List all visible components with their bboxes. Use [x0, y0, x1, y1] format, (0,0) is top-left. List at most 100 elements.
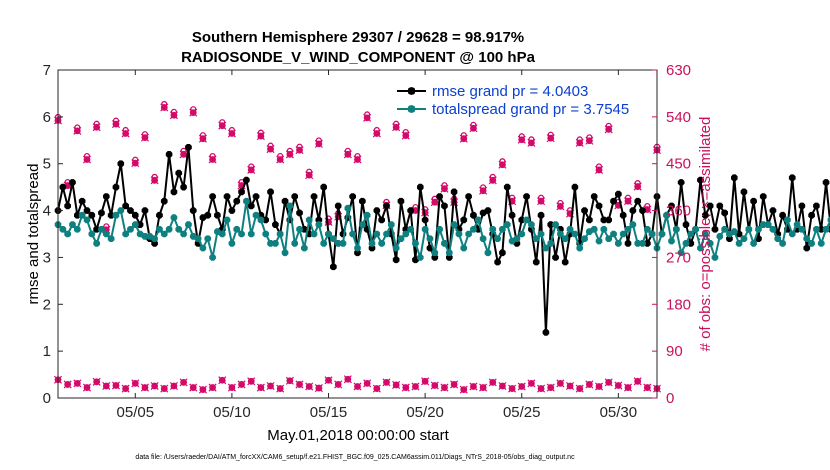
obs-cross-stroke — [314, 139, 323, 148]
rmse-point — [779, 211, 786, 219]
obs-cross-stroke — [392, 123, 401, 132]
totalspread-point — [165, 226, 173, 233]
obs-cross-stroke — [160, 103, 169, 112]
obs-cross-stroke — [508, 384, 517, 393]
totalspread-point — [644, 226, 651, 233]
totalspread-point — [446, 249, 453, 257]
rmse-point — [813, 202, 820, 210]
obs-cross-stroke — [537, 197, 546, 206]
totalspread-point — [83, 216, 91, 224]
rmse-point — [310, 193, 318, 200]
obs-cross-stroke — [227, 383, 236, 392]
rmse-point — [281, 197, 289, 205]
x-axis-label: May.01,2018 00:00:00 start — [267, 427, 449, 444]
rmse-point — [639, 207, 646, 214]
totalspread-point — [716, 233, 724, 240]
y-axis-right: 0 90 180 270 360 450 540 630 — [652, 62, 691, 407]
totalspread-point — [74, 226, 81, 233]
rmse-point — [397, 197, 405, 205]
rmse-point — [668, 202, 675, 210]
totalspread-point — [402, 230, 410, 238]
totalspread-point — [547, 240, 555, 247]
totalspread-point — [175, 226, 183, 233]
obs-cross-stroke — [131, 379, 140, 388]
totalspread-point — [817, 240, 825, 247]
obs-cross-stroke — [469, 124, 478, 133]
chart-subtitle: RADIOSONDE_V_WIND_COMPONENT @ 100 hPa — [181, 49, 536, 66]
rmse-point — [247, 202, 255, 210]
rmse-point — [214, 211, 221, 219]
rmse-point — [740, 188, 748, 196]
obs-cross-stroke — [623, 383, 633, 392]
obs-cross-stroke — [314, 384, 323, 393]
obs-cross-stroke — [566, 381, 575, 391]
totalspread-point — [658, 230, 666, 238]
totalspread-point — [721, 226, 728, 233]
obs-cross-stroke — [430, 381, 439, 390]
totalspread-point — [262, 230, 269, 238]
totalspread-point — [692, 226, 699, 233]
totalspread-point — [827, 216, 830, 224]
obs-cross-stroke — [517, 135, 526, 144]
rmse-point — [731, 174, 738, 182]
series-totalspread — [54, 197, 830, 261]
obs-cross-stroke — [614, 381, 623, 390]
totalspread-point — [755, 226, 762, 233]
totalspread-point — [392, 244, 400, 252]
rmse-point — [262, 216, 269, 224]
rmse-point — [272, 221, 279, 228]
totalspread-point — [561, 235, 569, 242]
rmse-point — [267, 188, 274, 196]
totalspread-point — [557, 230, 564, 238]
rmse-point — [542, 329, 550, 336]
y-left-tick-label: 2 — [43, 296, 51, 313]
rmse-point — [450, 188, 458, 196]
totalspread-point — [639, 240, 646, 247]
obs-cross-stroke — [488, 378, 497, 387]
rmse-point — [581, 207, 588, 214]
totalspread-point — [769, 226, 777, 233]
obs-cross-stroke — [459, 134, 468, 143]
y-right-tick-label: 90 — [666, 343, 683, 360]
obs-cross-stroke — [276, 384, 285, 393]
series-rmse — [54, 144, 830, 336]
totalspread-point — [813, 226, 820, 233]
obs-cross-stroke — [150, 381, 159, 391]
totalspread-point — [436, 226, 443, 233]
y-left-tick-label: 4 — [43, 203, 51, 220]
totalspread-point — [156, 226, 163, 233]
obs-cross-stroke — [353, 155, 362, 164]
rmse-point — [750, 197, 757, 205]
obs-cross-stroke — [208, 383, 217, 392]
obs-cross-stroke — [411, 382, 420, 391]
obs-cross-stroke — [353, 382, 362, 391]
totalspread-point — [344, 204, 352, 212]
rmse-point — [127, 207, 134, 214]
y-axis-left-label: rmse and totalspread — [25, 164, 42, 305]
obs-cross-stroke — [421, 208, 430, 217]
totalspread-point — [552, 221, 559, 228]
obs-cross-stroke — [189, 383, 198, 392]
rmse-point — [209, 193, 216, 200]
totalspread-point — [194, 235, 202, 242]
rmse-point — [817, 226, 825, 233]
rmse-point — [252, 193, 260, 200]
data-file-footer: data file: /Users/raeder/DAI/ATM_forcXX/… — [135, 454, 575, 461]
totalspread-point — [450, 221, 458, 228]
totalspread-point — [238, 230, 245, 238]
obs-cross-stroke — [575, 384, 584, 393]
x-axis: 05/05 05/10 05/15 05/20 05/25 05/30 — [117, 70, 637, 421]
series-layer — [53, 100, 830, 394]
totalspread-point — [78, 211, 86, 219]
rmse-point — [711, 226, 719, 233]
rmse-point — [175, 169, 183, 177]
obs-cross-stroke — [633, 182, 642, 191]
rmse-point — [228, 207, 236, 214]
obs-cross-stroke — [305, 171, 314, 180]
totalspread-point — [112, 211, 120, 219]
totalspread-point — [615, 240, 622, 247]
legend-entry-totalspread: totalspread grand pr = 3.7545 — [432, 101, 629, 118]
totalspread-point — [798, 226, 806, 233]
legend-marker-rmse — [407, 87, 416, 95]
